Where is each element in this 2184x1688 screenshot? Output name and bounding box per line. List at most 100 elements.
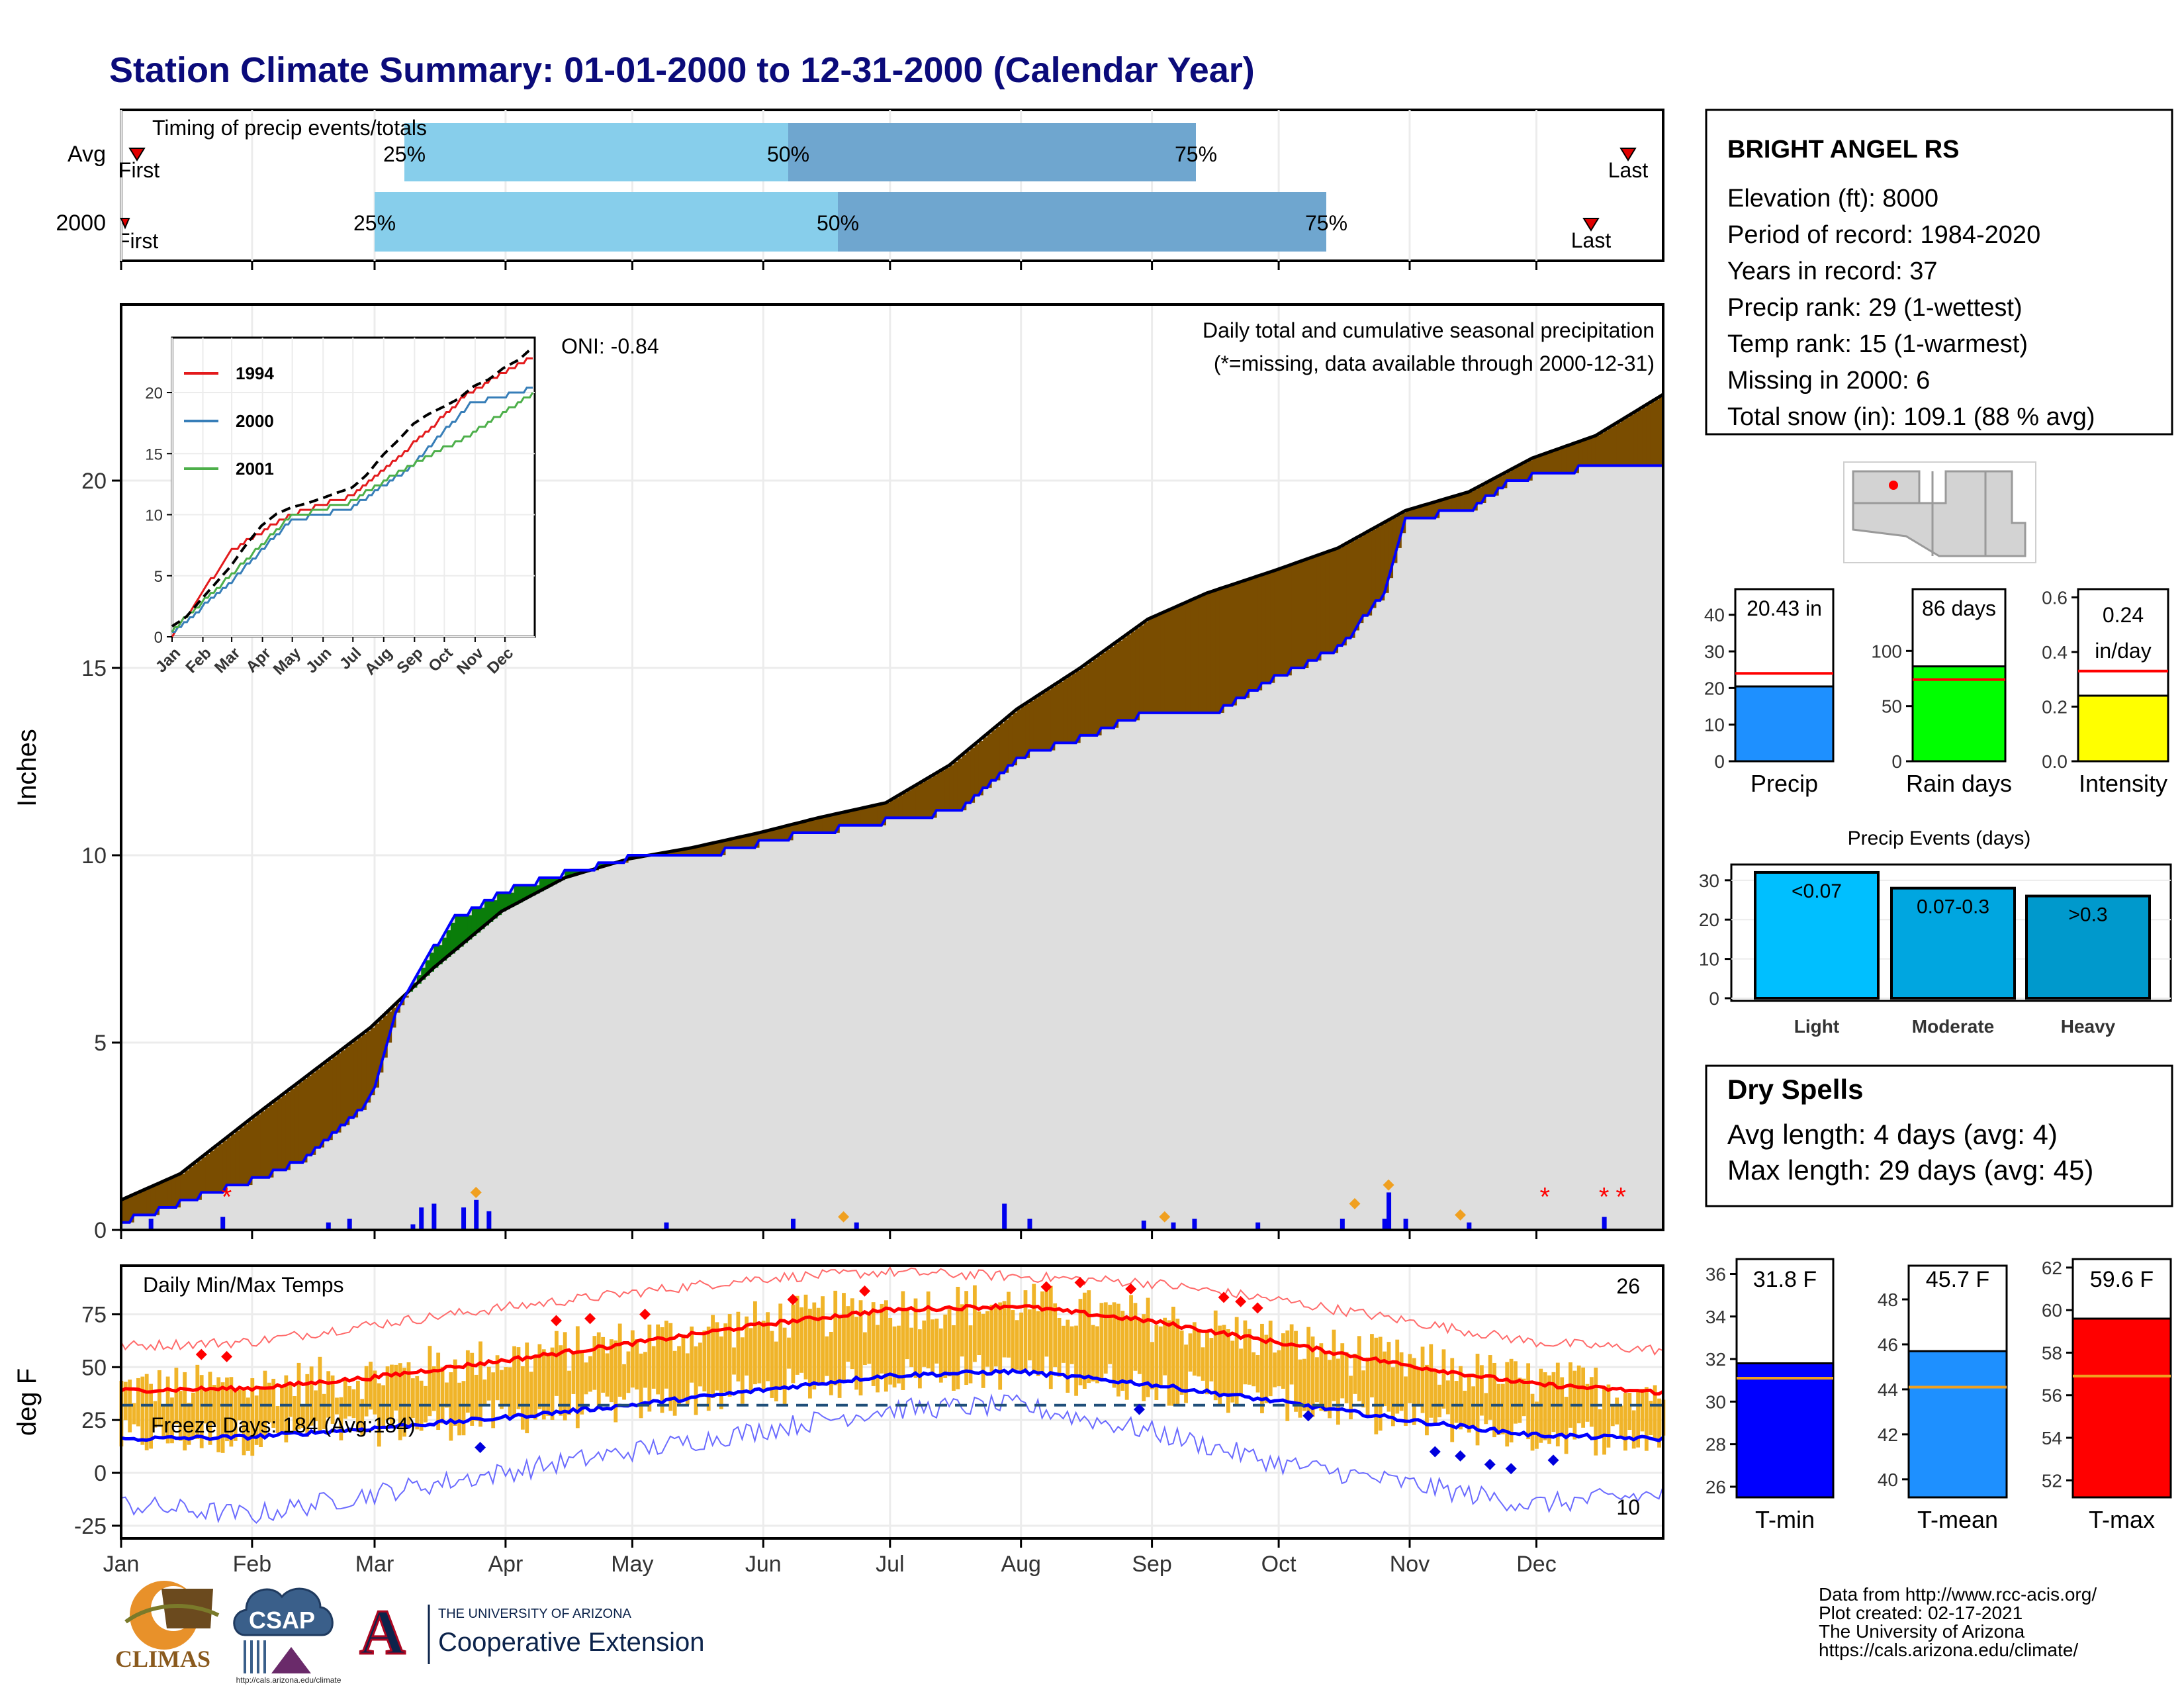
daily-temp-range-bar [854, 1317, 859, 1390]
month-label: Feb [233, 1552, 272, 1577]
daily-temp-range-bar [436, 1352, 441, 1430]
daily-temp-range-bar [732, 1347, 736, 1375]
dry-spells-box: Dry Spells Avg length: 4 days (avg: 4) M… [1705, 1064, 2173, 1207]
tmax-value: 59.6 F [2090, 1267, 2154, 1292]
daily-temp-range-bar [1569, 1362, 1572, 1428]
record-high-marker [787, 1293, 799, 1305]
daily-temp-range-bar [1353, 1354, 1357, 1394]
daily-temp-range-bar [690, 1326, 694, 1383]
daily-temp-range-bar [212, 1385, 216, 1425]
daily-temp-range-bar [195, 1364, 200, 1439]
daily-temp-range-bar [1505, 1362, 1510, 1447]
record-high-count: 26 [1616, 1274, 1640, 1298]
daily-temp-range-bar [656, 1324, 660, 1395]
daily-temp-range-bar [550, 1347, 555, 1421]
daily-temp-range-bar [622, 1364, 626, 1400]
daily-temp-range-bar [614, 1340, 618, 1423]
daily-temp-range-bar [1306, 1327, 1311, 1412]
daily-precip-bar [1255, 1222, 1261, 1230]
record-high-marker [1235, 1295, 1247, 1307]
temp-summary-bars: 36 34 32 30 28 26 31.8 F T-min 48 46 44 42 40 45.… [1706, 1258, 2172, 1533]
daily-temp-range-bar [702, 1331, 707, 1391]
inset-legend-label: 2001 [236, 459, 274, 479]
daily-temp-range-bar [465, 1350, 470, 1413]
daily-temp-range-bar [1433, 1368, 1437, 1424]
inset-legend-label: 2000 [236, 411, 274, 431]
precip-event-bar-label: >0.3 [2068, 904, 2107, 926]
daily-temp-range-bar [803, 1294, 808, 1380]
station-info-line: Total snow (in): 109.1 (88 % avg) [1727, 403, 2095, 431]
record-high-marker [639, 1308, 651, 1320]
daily-temp-range-bar [617, 1323, 622, 1397]
daily-temp-range-bar [1044, 1287, 1049, 1357]
daily-temp-range-bar [711, 1315, 715, 1398]
daily-precip-bar [854, 1222, 859, 1230]
daily-temp-range-bar [1450, 1358, 1455, 1442]
rain-days-bar-chart: 100 50 0 86 days Rain days [1871, 588, 2012, 797]
daily-temp-range-bar [1066, 1319, 1070, 1393]
daily-temp-range-bar [461, 1381, 466, 1436]
daily-temp-range-bar [753, 1301, 757, 1385]
daily-temp-range-bar [314, 1390, 318, 1422]
precip-events-title: Precip Events (days) [1848, 827, 2031, 849]
daily-temp-range-bar [453, 1359, 457, 1426]
location-map [1843, 461, 2036, 563]
daily-temp-range-bar [1383, 1351, 1387, 1407]
oni-value: ONI: -0.84 [561, 334, 659, 358]
record-low-marker [1484, 1458, 1496, 1470]
daily-temp-range-bar [850, 1298, 854, 1370]
daily-temp-range-bar [575, 1326, 580, 1429]
tmax-label: T-max [2089, 1506, 2155, 1533]
daily-temp-range-bar [1365, 1357, 1370, 1415]
tmin-bar-chart: 36 34 32 30 28 26 31.8 F T-min [1706, 1258, 1835, 1533]
tmin-value: 31.8 F [1753, 1267, 1817, 1292]
daily-temp-range-bar [136, 1378, 140, 1427]
timing-2000-bar-light [375, 192, 838, 252]
daily-precip-bar [1027, 1219, 1032, 1230]
daily-precip-bar [1602, 1217, 1607, 1230]
precip-event-y-tick: 30 [1699, 870, 1719, 891]
daily-temp-range-bar [1399, 1352, 1404, 1411]
y2000-last-label: Last [1571, 228, 1612, 252]
daily-temp-range-bar [1201, 1347, 1205, 1381]
daily-temp-range-bar [390, 1364, 394, 1428]
daily-temp-range-bar [1243, 1320, 1248, 1385]
daily-temp-range-bar [1475, 1354, 1480, 1446]
daily-temp-range-bar [1255, 1354, 1260, 1393]
daily-temp-range-bar [1268, 1321, 1273, 1397]
daily-temp-range-bar [660, 1327, 664, 1413]
summary-y-tick: 42 [1878, 1425, 1898, 1445]
daily-temp-range-bar [766, 1312, 770, 1382]
daily-temp-range-bar [132, 1403, 136, 1425]
station-info-line: Elevation (ft): 8000 [1727, 185, 1938, 212]
station-name: BRIGHT ANGEL RS [1727, 136, 1959, 164]
daily-temp-range-bar [1002, 1301, 1007, 1358]
y2000-last-marker [1582, 218, 1600, 232]
summary-y-tick: 58 [2042, 1342, 2062, 1363]
daily-temp-range-bar [1357, 1336, 1361, 1401]
daily-temp-range-bar [339, 1397, 343, 1440]
intensity-value: 0.24 [2103, 603, 2144, 627]
precip-event-bar [2025, 894, 2151, 1000]
daily-temp-range-bar [1112, 1302, 1116, 1388]
record-high-marker [1040, 1281, 1052, 1293]
summary-y-tick: 56 [2042, 1385, 2062, 1406]
daily-temp-range-bar [846, 1306, 850, 1362]
precip-y-tick: 15 [81, 656, 107, 681]
month-label: Apr [488, 1552, 523, 1577]
tmin-label: T-min [1755, 1506, 1815, 1533]
ua-university-name: THE UNIVERSITY OF ARIZONA [438, 1607, 632, 1621]
y2000-first-label: First [117, 229, 158, 253]
month-label: May [611, 1552, 653, 1577]
daily-precip-bar [664, 1222, 669, 1230]
daily-temp-range-bar [605, 1353, 610, 1397]
daily-temp-range-bar [938, 1328, 943, 1383]
daily-temp-range-bar [385, 1366, 390, 1421]
daily-temp-range-bar [1192, 1322, 1197, 1376]
daily-temp-range-bar [1129, 1295, 1133, 1382]
daily-temp-range-bar [296, 1362, 301, 1430]
summary-y-tick: 34 [1706, 1307, 1726, 1327]
daily-temp-range-bar [858, 1300, 863, 1396]
record-high-marker [1125, 1283, 1137, 1295]
